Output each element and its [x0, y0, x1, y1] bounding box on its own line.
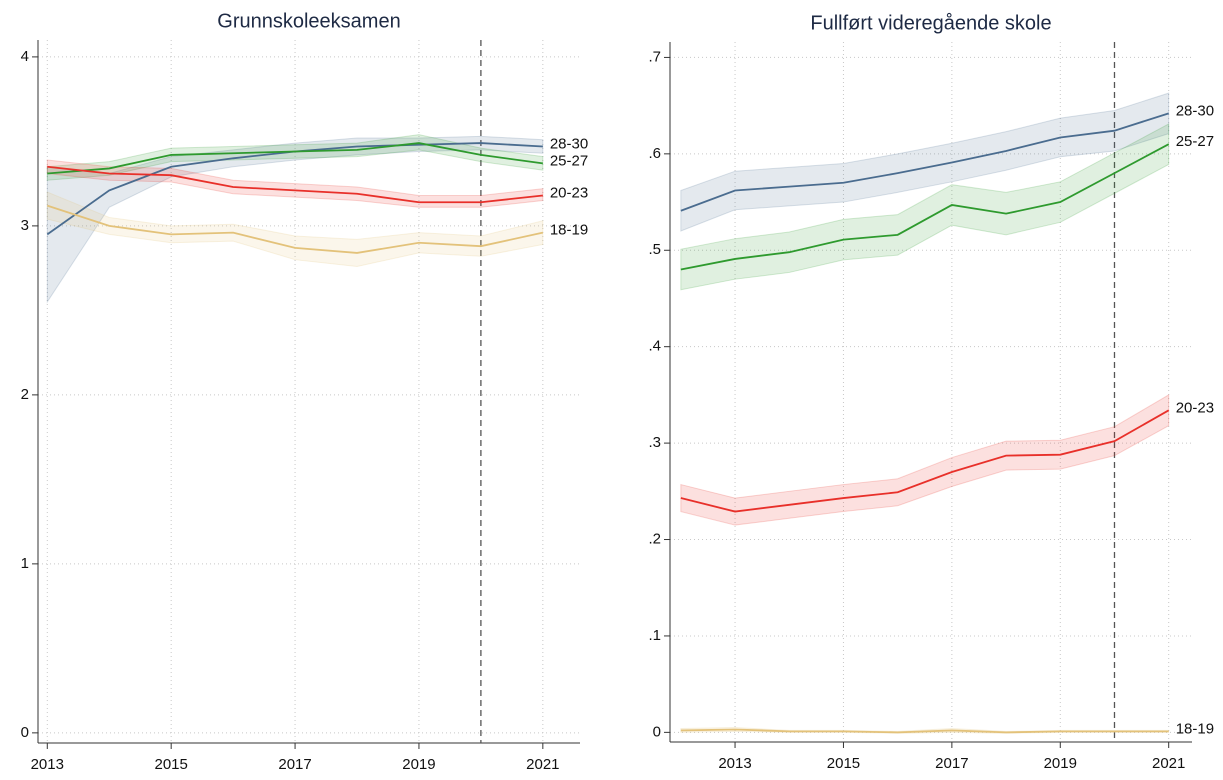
y-tick-label: .2 — [648, 530, 661, 547]
y-tick-label: .7 — [648, 48, 661, 65]
y-tick-label: 1 — [21, 555, 29, 572]
y-tick-label: .3 — [648, 434, 661, 451]
line — [680, 143, 1170, 271]
chart-title: Grunnskoleeksamen — [217, 10, 400, 32]
confidence-band — [46, 134, 544, 181]
line — [47, 204, 544, 254]
y-tick-label: 3 — [21, 217, 29, 234]
series-label: 20-23 — [550, 184, 588, 201]
series-label: 18-19 — [550, 222, 588, 239]
chart-title: Fullført videregående skole — [810, 12, 1051, 34]
y-tick-label: .5 — [648, 241, 661, 258]
confidence-band — [46, 191, 544, 267]
confidence-band — [680, 394, 1170, 526]
series-label: 25-27 — [550, 152, 588, 169]
x-tick-label: 2019 — [1044, 755, 1077, 772]
series-label: 20-23 — [1176, 399, 1214, 416]
series-label: 25-27 — [1176, 133, 1214, 150]
x-tick-label: 2019 — [402, 756, 435, 773]
x-tick-label: 2013 — [718, 755, 751, 772]
x-tick-label: 2021 — [526, 756, 559, 773]
line — [680, 409, 1170, 513]
y-tick-label: .4 — [648, 338, 661, 355]
x-tick-label: 2015 — [154, 756, 187, 773]
series-label: 18-19 — [1176, 720, 1214, 737]
y-tick-label: .1 — [648, 627, 661, 644]
x-tick-label: 2017 — [278, 756, 311, 773]
y-tick-label: 0 — [21, 724, 29, 741]
x-tick-label: 2017 — [935, 755, 968, 772]
x-tick-label: 2015 — [827, 755, 860, 772]
line — [680, 112, 1169, 212]
line — [47, 165, 543, 204]
confidence-band — [680, 92, 1170, 232]
x-tick-label: 2013 — [31, 756, 64, 773]
line — [680, 728, 1169, 734]
series-label: 28-30 — [550, 135, 588, 152]
y-tick-label: 2 — [21, 386, 29, 403]
y-tick-label: .6 — [648, 145, 661, 162]
x-tick-label: 2021 — [1152, 755, 1185, 772]
confidence-band — [46, 159, 544, 208]
y-tick-label: 0 — [653, 723, 661, 740]
y-tick-label: 4 — [21, 48, 29, 65]
confidence-band — [46, 135, 544, 304]
line — [47, 142, 543, 175]
series-label: 28-30 — [1176, 102, 1214, 119]
